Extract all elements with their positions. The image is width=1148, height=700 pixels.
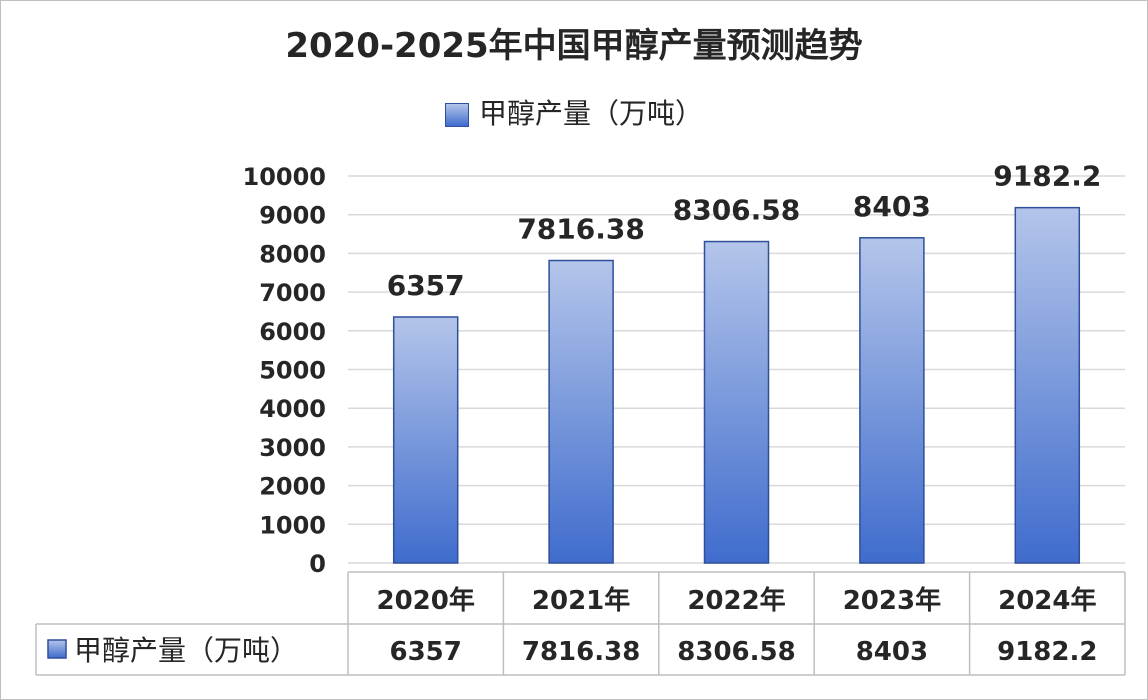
x-tick-label: 2021年 — [532, 585, 630, 616]
chart-title: 2020-2025年中国甲醇产量预测趋势 — [285, 26, 863, 66]
table-legend-swatch — [47, 639, 67, 659]
y-tick-label: 9000 — [259, 202, 326, 230]
legend-swatch — [444, 103, 469, 127]
bars — [392, 206, 1081, 564]
x-tick-label: 2023年 — [843, 585, 941, 616]
table-value: 7816.38 — [522, 637, 640, 667]
y-axis: 0 1000 2000 3000 4000 5000 6000 7000 8000 9000 100… — [243, 163, 327, 578]
y-tick-label: 4000 — [259, 395, 326, 423]
x-tick-label: 2022年 — [687, 585, 785, 616]
data-label: 8306.58 — [673, 194, 801, 227]
data-label: 6357 — [387, 269, 465, 302]
data-table: 2020年 6357 2021年 7816.38 2022年 8306.58 2023年 84… — [35, 571, 1126, 676]
x-tick-label: 2024年 — [998, 585, 1096, 616]
table-value: 8403 — [856, 637, 928, 667]
y-tick-label: 5000 — [259, 357, 326, 385]
bar — [703, 240, 770, 564]
data-label: 8403 — [853, 190, 931, 223]
bar — [859, 237, 925, 564]
y-tick-label: 1000 — [259, 511, 326, 539]
legend: 甲醇产量（万吨） — [0, 92, 1148, 132]
y-tick-label: 0 — [309, 550, 326, 578]
bar — [1014, 206, 1081, 564]
y-tick-label: 7000 — [259, 279, 326, 307]
data-label: 9182.2 — [993, 160, 1101, 193]
x-tick-label: 2020年 — [377, 585, 475, 616]
y-tick-label: 6000 — [259, 318, 326, 346]
legend-label: 甲醇产量（万吨） — [478, 97, 703, 130]
bar — [392, 316, 459, 564]
y-tick-label: 10000 — [243, 163, 327, 191]
y-tick-label: 2000 — [259, 473, 326, 501]
data-labels: 6357 7816.38 8306.58 8403 9182.2 — [387, 160, 1102, 302]
y-tick-label: 3000 — [259, 434, 326, 462]
table-value: 6357 — [390, 637, 462, 667]
table-value: 9182.2 — [997, 637, 1097, 667]
table-value: 8306.58 — [677, 637, 795, 667]
table-series-name: 甲醇产量（万吨） — [74, 634, 298, 667]
bar — [548, 259, 614, 564]
data-label: 7816.38 — [517, 213, 645, 246]
y-tick-label: 8000 — [259, 240, 326, 268]
